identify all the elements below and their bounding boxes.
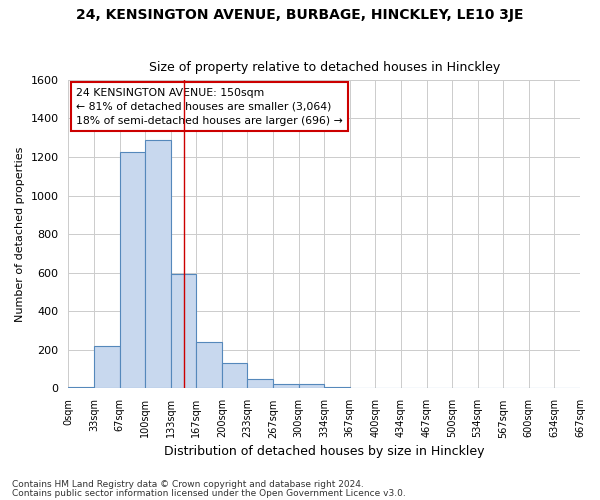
Bar bbox=[196, 342, 222, 388]
X-axis label: Distribution of detached houses by size in Hinckley: Distribution of detached houses by size … bbox=[164, 444, 484, 458]
Bar bbox=[273, 384, 299, 388]
Text: 24 KENSINGTON AVENUE: 150sqm
← 81% of detached houses are smaller (3,064)
18% of: 24 KENSINGTON AVENUE: 150sqm ← 81% of de… bbox=[76, 88, 343, 126]
Bar bbox=[68, 386, 94, 388]
Text: Contains public sector information licensed under the Open Government Licence v3: Contains public sector information licen… bbox=[12, 488, 406, 498]
Bar bbox=[299, 384, 324, 388]
Bar bbox=[247, 379, 273, 388]
Title: Size of property relative to detached houses in Hinckley: Size of property relative to detached ho… bbox=[149, 62, 500, 74]
Bar bbox=[171, 274, 196, 388]
Bar bbox=[222, 364, 247, 388]
Bar bbox=[119, 152, 145, 388]
Y-axis label: Number of detached properties: Number of detached properties bbox=[15, 146, 25, 322]
Bar bbox=[324, 386, 350, 388]
Text: Contains HM Land Registry data © Crown copyright and database right 2024.: Contains HM Land Registry data © Crown c… bbox=[12, 480, 364, 489]
Text: 24, KENSINGTON AVENUE, BURBAGE, HINCKLEY, LE10 3JE: 24, KENSINGTON AVENUE, BURBAGE, HINCKLEY… bbox=[76, 8, 524, 22]
Bar bbox=[94, 346, 119, 389]
Bar bbox=[145, 140, 171, 388]
